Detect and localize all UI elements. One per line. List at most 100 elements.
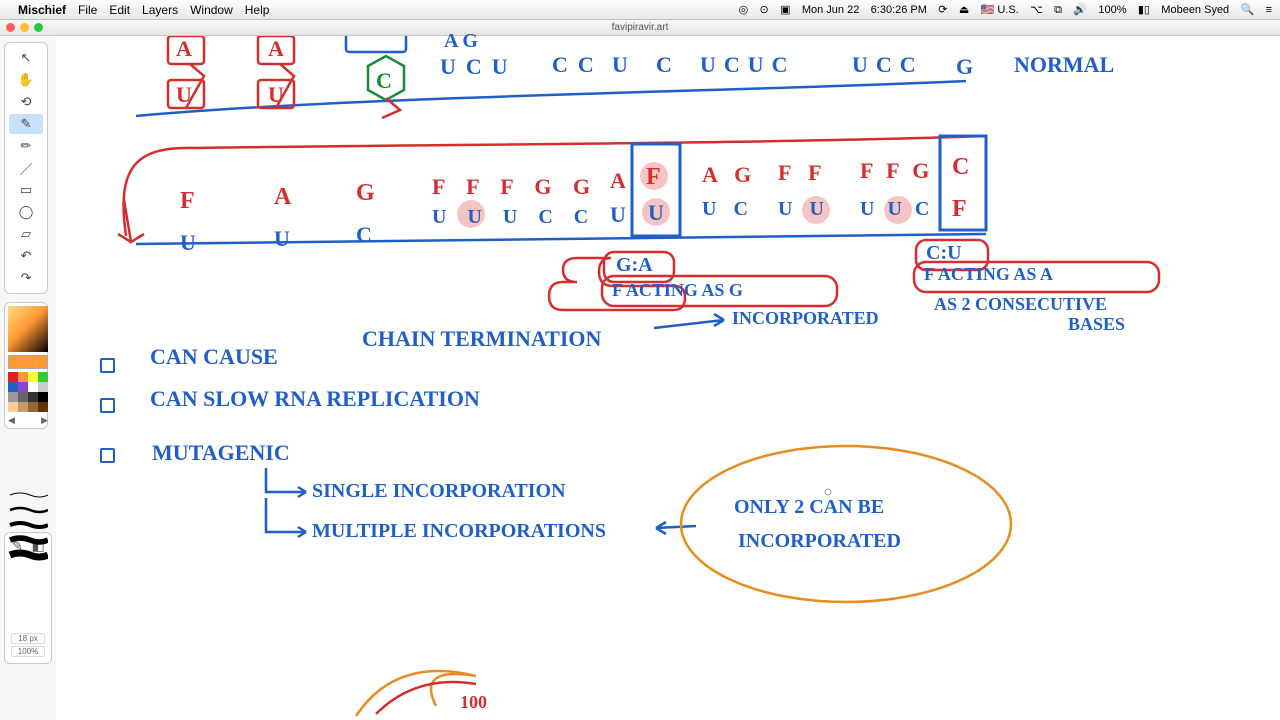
seq-char: A G <box>444 30 478 53</box>
current-color[interactable] <box>8 355 48 369</box>
seq-char: F <box>646 164 661 191</box>
menubar-flag[interactable]: 🇺🇸 U.S. <box>981 4 1019 16</box>
palette-left-icon[interactable]: ◀ <box>8 415 15 425</box>
color-palette[interactable] <box>8 372 48 412</box>
checkbox-2 <box>100 398 115 413</box>
menubar-right: ◎ ⊙ ▣ Mon Jun 22 6:30:26 PM ⟳ ⏏ 🇺🇸 U.S. … <box>731 2 1272 17</box>
seq-char: A G <box>702 162 757 188</box>
inc-label: INCORPORATED <box>732 308 879 329</box>
icon-eject[interactable]: ⏏ <box>959 4 969 16</box>
seq-char: U U <box>778 198 830 221</box>
seq-char: A <box>610 168 626 194</box>
left-toolbar: ↖ ✋ ⟲ ✎ ✏ ／ ▭ ◯ ▱ ↶ ↷ ◀▶ <box>4 42 48 429</box>
menubar-user[interactable]: Mobeen Syed <box>1161 4 1229 16</box>
app-body: ↖ ✋ ⟲ ✎ ✏ ／ ▭ ◯ ▱ ↶ ↷ ◀▶ ✎◧ 18 px 100% <box>0 36 1280 720</box>
ga-label: G:A <box>616 254 653 277</box>
maximize-icon[interactable] <box>34 23 43 32</box>
tool-redo[interactable]: ↷ <box>9 268 43 288</box>
palette-right-icon[interactable]: ▶ <box>41 415 48 425</box>
normal-label: NORMAL <box>1014 52 1114 78</box>
tool-pen[interactable]: ✎ <box>9 114 43 134</box>
scribble-text: 100 <box>460 692 487 713</box>
tool-rotate[interactable]: ⟲ <box>9 92 43 112</box>
seq-char: U U U C C <box>432 206 596 229</box>
window-title: favipiravir.art <box>0 22 1280 33</box>
seq-char: CC <box>552 52 604 78</box>
menu-file[interactable]: File <box>78 3 97 17</box>
brush-5[interactable] <box>7 618 49 630</box>
minimize-icon[interactable] <box>20 23 29 32</box>
seq-char: F F <box>778 160 828 186</box>
cu2-label: F ACTING AS A <box>924 264 1053 285</box>
seq-char: U <box>176 82 192 108</box>
tool-arrow[interactable]: ↖ <box>9 48 43 68</box>
icon-box[interactable]: ▣ <box>780 4 790 16</box>
icon-refresh[interactable]: ⟳ <box>938 4 947 16</box>
tool-eraser[interactable]: ▱ <box>9 224 43 244</box>
seq-char: A <box>268 36 284 62</box>
sketch-overlay <box>56 36 1280 720</box>
seq-char: G <box>356 180 375 207</box>
oval-2: INCORPORATED <box>738 530 901 553</box>
tool-rect[interactable]: ▭ <box>9 180 43 200</box>
seq-char: F <box>952 196 967 223</box>
bullet-1b: CHAIN TERMINATION <box>362 326 601 352</box>
tool-undo[interactable]: ↶ <box>9 246 43 266</box>
seq-char: A <box>176 36 192 62</box>
tool-pencil[interactable]: ✏ <box>9 136 43 156</box>
sub-2: MULTIPLE INCORPORATIONS <box>312 520 606 543</box>
tool-line[interactable]: ／ <box>9 158 43 178</box>
volume-icon[interactable]: 🔊 <box>1073 4 1087 16</box>
color-swatch: ◀▶ <box>4 302 48 429</box>
checkbox-3 <box>100 448 115 463</box>
seq-char: UCC <box>852 52 924 78</box>
window-titlebar: favipiravir.art <box>0 20 1280 36</box>
seq-char: U <box>268 82 284 108</box>
seq-char: U C <box>702 198 754 221</box>
brush-panel: ✎◧ 18 px 100% <box>4 532 52 664</box>
seq-char: C <box>952 154 969 181</box>
drawing-canvas[interactable]: A A A G U U C UCU CC U C UCUC UCC G NORM… <box>56 36 1280 720</box>
app-name[interactable]: Mischief <box>18 3 66 17</box>
seq-char: C <box>656 52 672 78</box>
mac-menubar: Mischief File Edit Layers Window Help ◎ … <box>0 0 1280 20</box>
seq-char: UCUC <box>700 52 796 78</box>
tool-hand[interactable]: ✋ <box>9 70 43 90</box>
menu-layers[interactable]: Layers <box>142 3 178 17</box>
seq-char: A <box>274 184 291 211</box>
bullet-3: MUTAGENIC <box>152 440 290 466</box>
bullet-2: CAN SLOW RNA REPLICATION <box>150 386 480 412</box>
seq-char: U <box>180 230 196 256</box>
seq-char: C <box>376 68 392 94</box>
close-icon[interactable] <box>6 23 15 32</box>
menu-window[interactable]: Window <box>190 3 233 17</box>
wifi-icon[interactable]: ⧉ <box>1054 4 1062 16</box>
checkbox-1 <box>100 358 115 373</box>
color-gradient[interactable] <box>8 306 48 352</box>
seq-char: F F F G G <box>432 174 598 200</box>
seq-char: G <box>956 54 973 80</box>
notif-icon[interactable]: ≡ <box>1266 4 1272 16</box>
battery-text: 100% <box>1098 4 1126 16</box>
tool-ellipse[interactable]: ◯ <box>9 202 43 222</box>
seq-char: U U C <box>860 198 933 221</box>
menu-help[interactable]: Help <box>245 3 270 17</box>
oval-1: ONLY 2 CAN BE <box>734 496 884 519</box>
menubar-time: 6:30:26 PM <box>871 4 927 16</box>
seq-char: UCU <box>440 54 518 80</box>
ga2-label: F ACTING AS G <box>612 280 743 301</box>
tool-group: ↖ ✋ ⟲ ✎ ✏ ／ ▭ ◯ ▱ ↶ ↷ <box>4 42 48 294</box>
battery-icon[interactable]: ▮▯ <box>1138 4 1150 16</box>
icon-bt[interactable]: ⌥ <box>1030 4 1043 16</box>
as2-label: AS 2 CONSECUTIVE <box>934 294 1107 315</box>
menu-edit[interactable]: Edit <box>109 3 130 17</box>
bullet-1a: CAN CAUSE <box>150 344 278 370</box>
icon-sync[interactable]: ◎ <box>739 4 749 16</box>
seq-char: U <box>610 202 626 228</box>
seq-char: F <box>180 188 195 215</box>
icon-clock[interactable]: ⊙ <box>760 4 769 16</box>
cu-label: C:U <box>926 242 962 265</box>
seq-char: C <box>356 222 372 248</box>
seq-char: U <box>648 200 664 226</box>
search-icon[interactable]: 🔍 <box>1241 4 1255 16</box>
